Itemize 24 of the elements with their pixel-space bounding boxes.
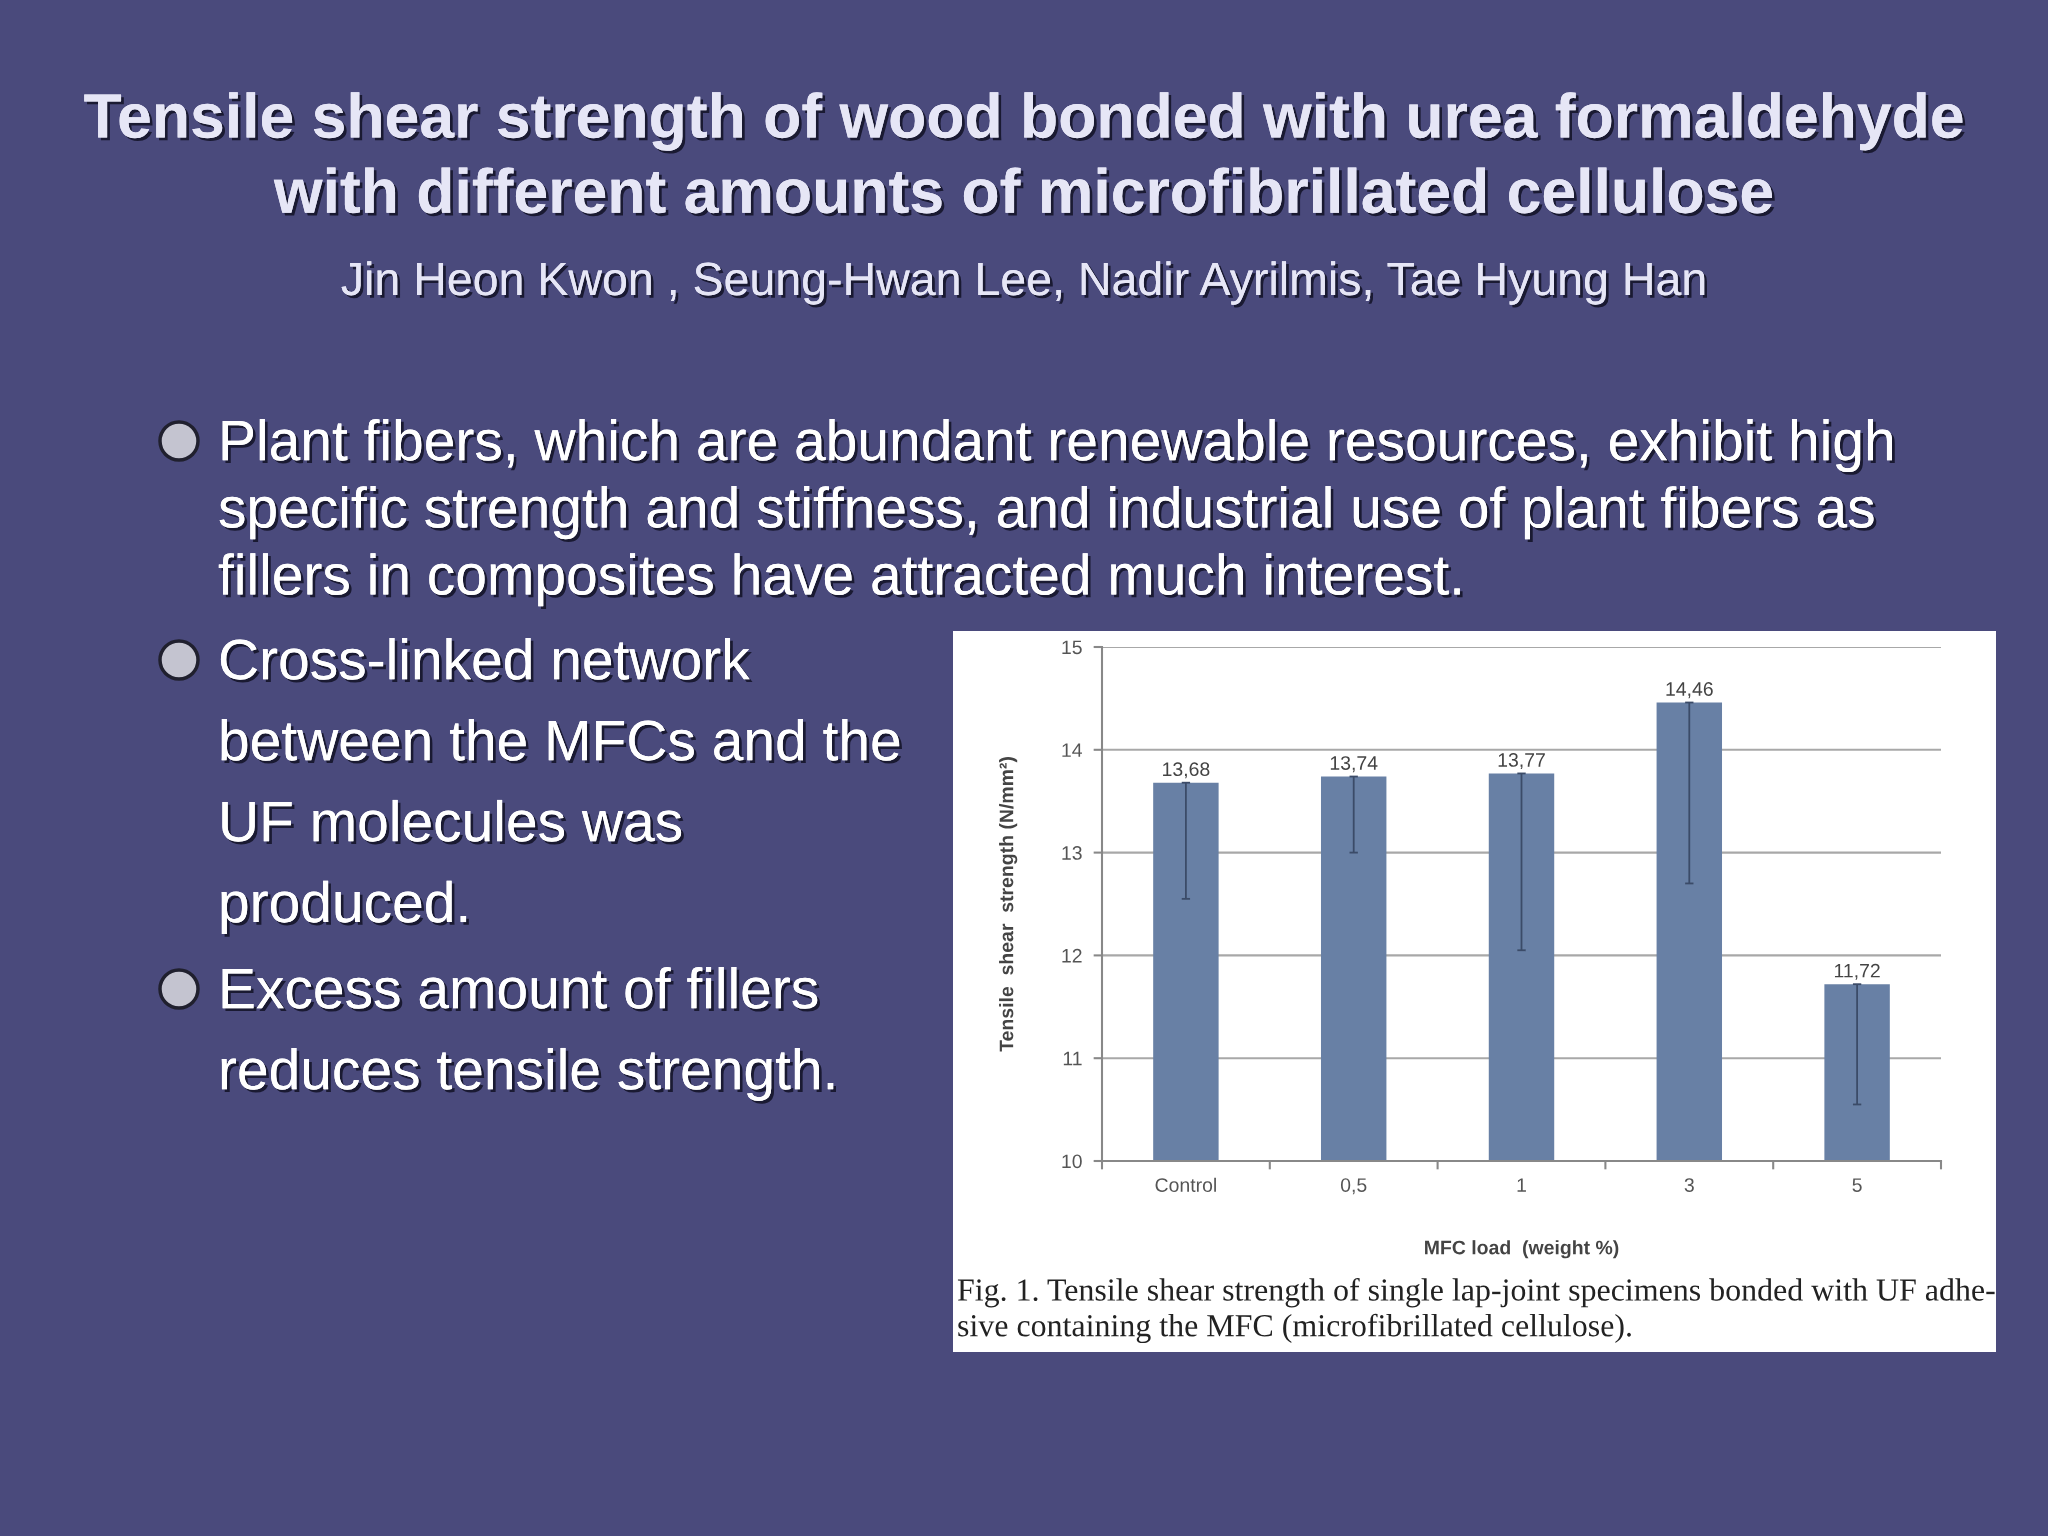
y-axis-title: Tensile shear strength (N/mm²) [999,757,1018,1052]
text: Cross-linked network between the MFCs and the UF molecules was produced. [220,638,902,937]
text: Excess amount of fillers reduces tensile strength. [221,967,836,1104]
y-tick-label: 14 [1062,743,1082,757]
data-label: 13,77 [1498,753,1545,770]
caption: Fig. 1. Tensile shear strength of single lap-joint specimens bonded with UF adhe- sive containing the MFC (microfibrillated cellulose). [957,1278,1995,1344]
text: Plant fibers, which are abundant renewable resources, exhibit high specific strength and stiffness, and industrial use of plant fibers as fillers in composites have attracted much interest. [218,419,1895,610]
x-tick-label: 1 [1517,1178,1526,1192]
y-tick-label: 11 [1063,1051,1082,1066]
x-axis-title: MFC load (weight %) [1425,1240,1619,1259]
chart-subtitle: Jin Heon Kwon , Seung-Hwan Lee, Nadir Ayrilmis, Tae Hyung Han [341,261,1708,308]
y-tick-label: 12 [1062,948,1082,963]
data-label: 13,74 [1330,756,1378,773]
x-tick-label: Control [1155,1177,1216,1192]
data-label: 13,68 [1163,762,1210,779]
y-tick-label: 15 [1062,640,1082,655]
data-label: 14,46 [1666,682,1713,699]
x-tick-label: 3 [1684,1178,1694,1192]
chart-title: Tensile shear strength of wood bonded with urea formaldehyde with different amounts of microfibrillated cellulose [84,92,1966,217]
y-tick-label: 10 [1062,1154,1082,1169]
x-tick-label: 0,5 [1340,1178,1367,1195]
x-tick-label: 5 [1852,1178,1862,1192]
data-label: 11,72 [1834,963,1880,980]
y-tick-label: 13 [1062,846,1082,860]
